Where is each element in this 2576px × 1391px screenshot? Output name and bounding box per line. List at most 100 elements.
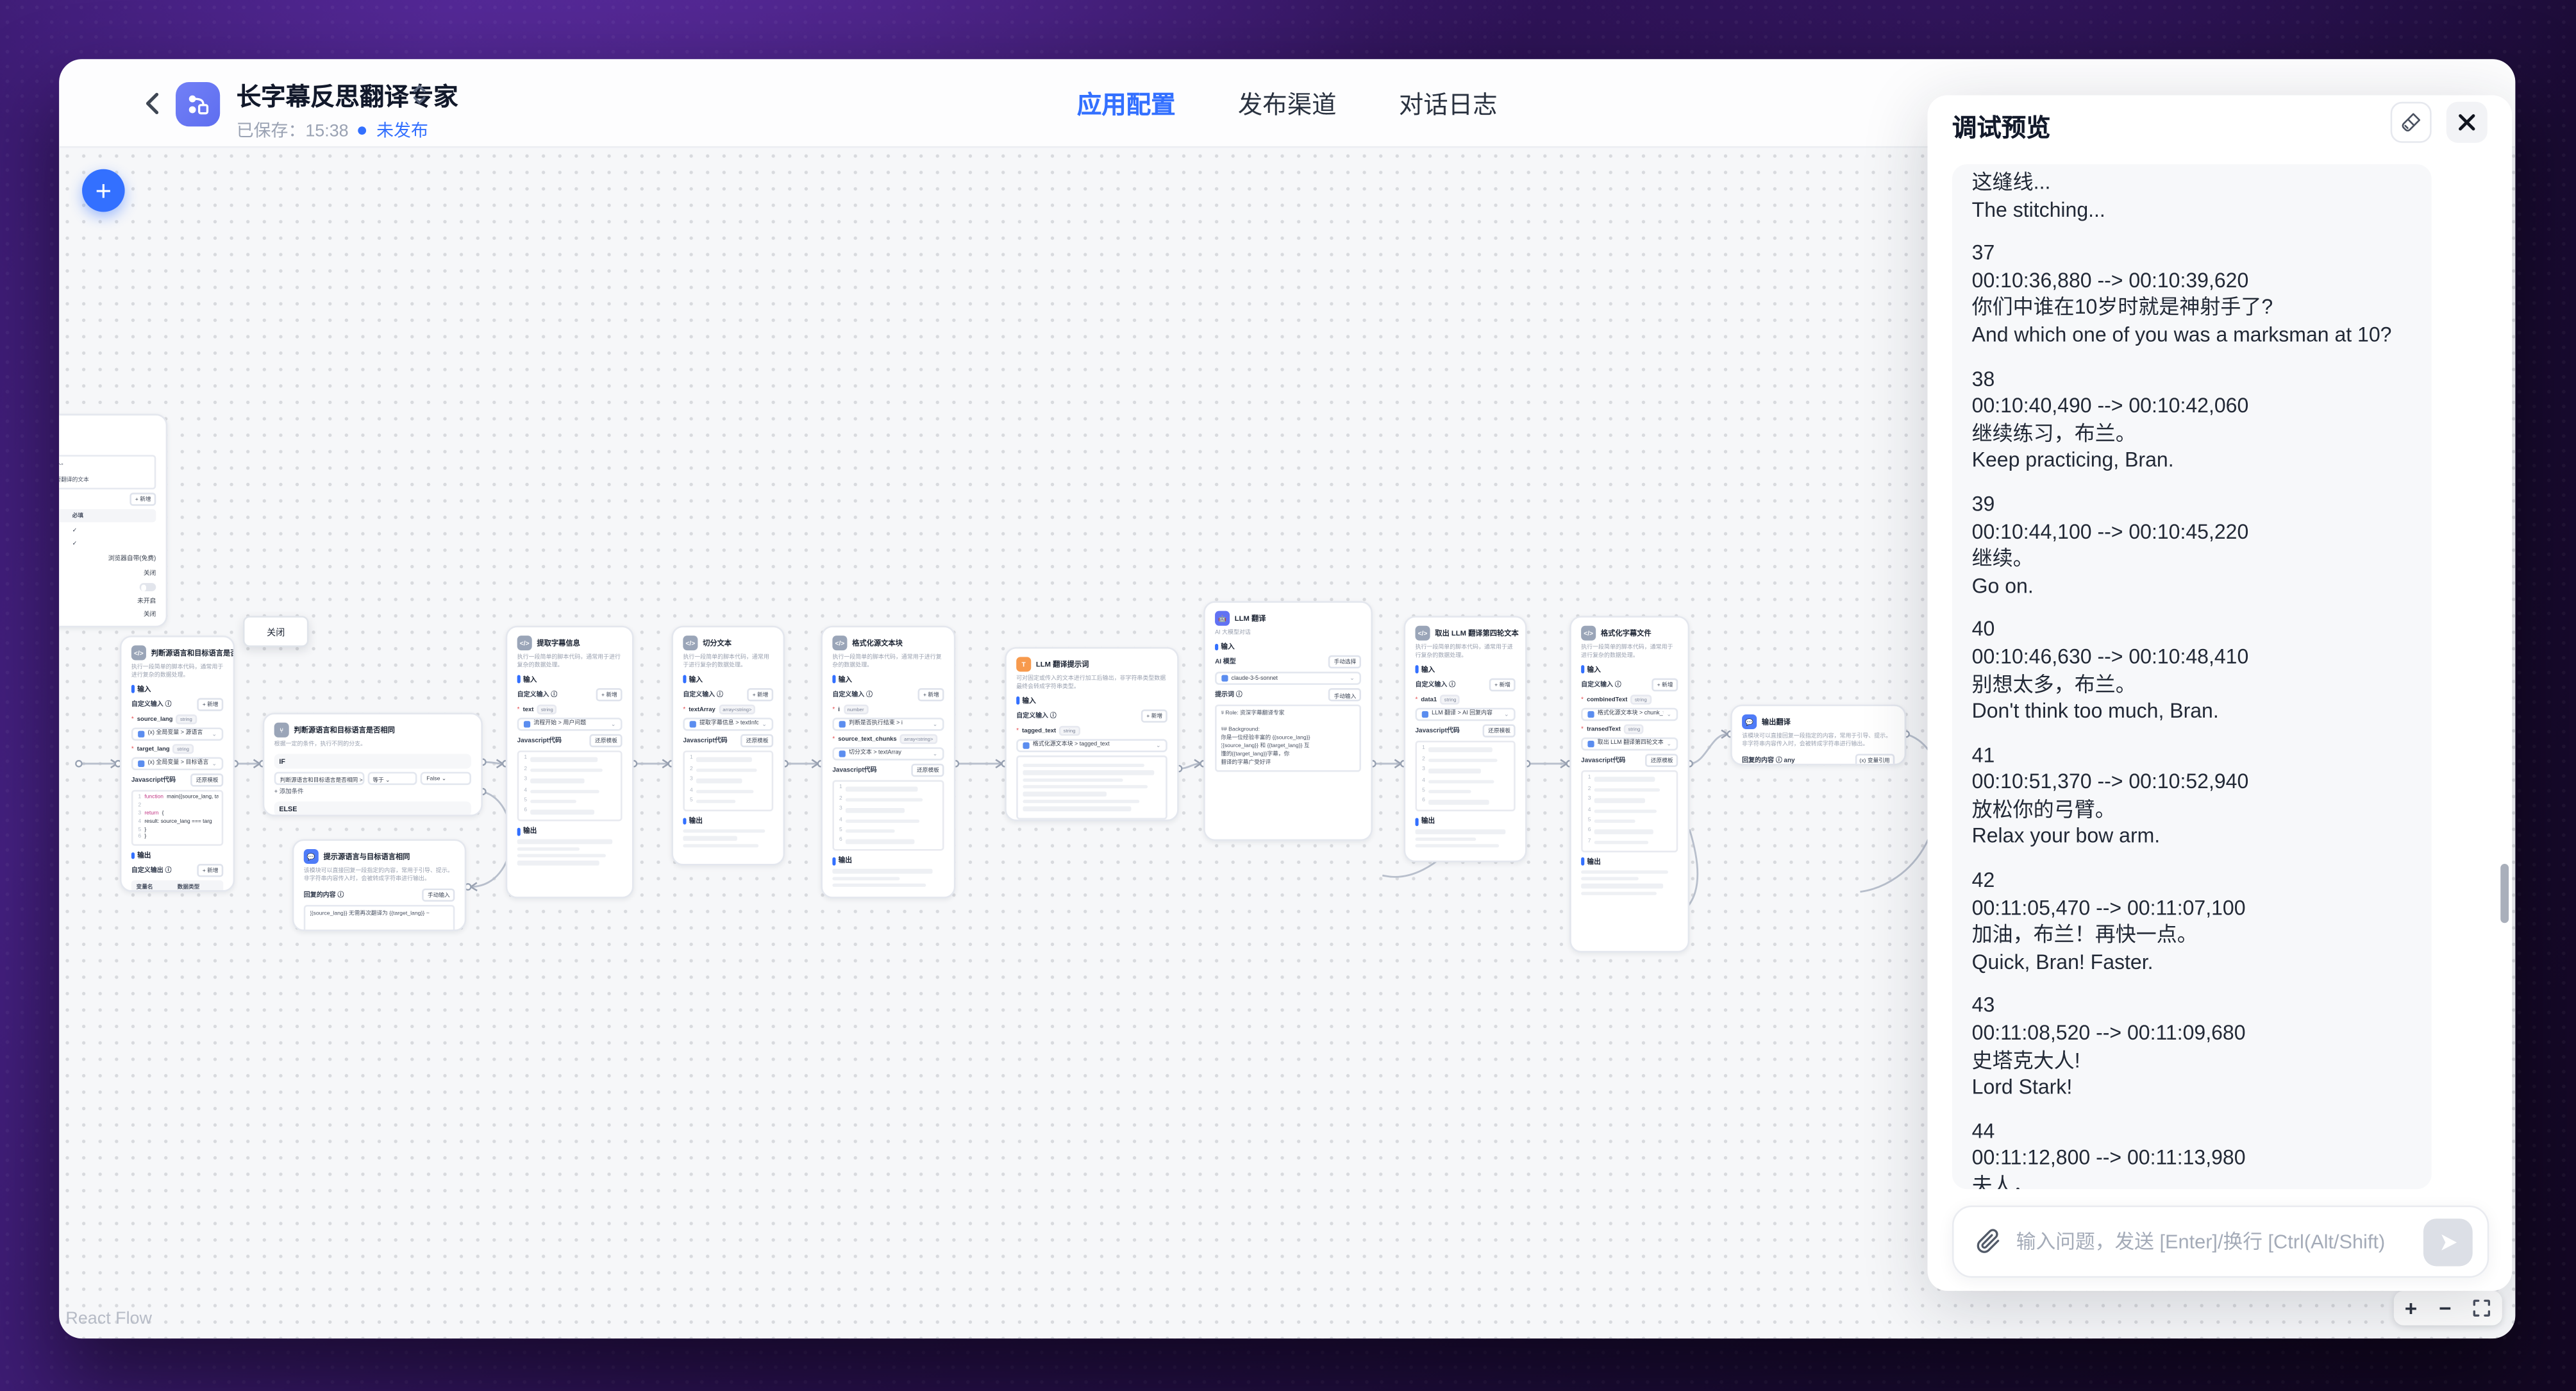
- send-icon: [2440, 1234, 2456, 1251]
- node-chip[interactable]: 手动选择: [1328, 655, 1361, 669]
- flow-node-code-extract[interactable]: </> 提取字幕信息 执行一段简单的脚本代码，通常用于进行复杂的数据处理。 输入 自定义…: [505, 625, 634, 898]
- subtitle-entry: 40 00:10:46,630 --> 00:10:48,410 别想太多，布兰。 D…: [1971, 618, 2249, 723]
- node-title: 提示源语言与目标语言相同: [323, 851, 410, 860]
- node-chip[interactable]: + 新增: [130, 492, 156, 506]
- code-pick-round4-node-icon: </>: [1415, 625, 1430, 641]
- node-chip[interactable]: + 新增: [596, 687, 623, 701]
- save-status: 已保存：15:38 未发布: [237, 118, 428, 142]
- toggle-switch[interactable]: [139, 584, 156, 593]
- flow-node-code-format-srt[interactable]: </> 格式化字幕文件 执行一段简单的脚本代码，通常用于进行复杂的数据处理。 输入 自定…: [1569, 616, 1690, 953]
- fit-view-icon: [2473, 1299, 2491, 1317]
- node-title: 判断源语言和目标语言是否相同: [151, 648, 233, 657]
- chat-input-box: [1952, 1205, 2489, 1278]
- code-split-node-icon: </>: [683, 636, 698, 651]
- variable-reference[interactable]: LLM 翻译 > AI 回复内容 ⌄: [1415, 707, 1516, 721]
- variable-reference[interactable]: 取出 LLM 翻译第四轮文本 ⌄: [1581, 737, 1678, 750]
- flow-node-reply-same[interactable]: 💬 提示源语言与目标语言相同 该模块可以直接回复一段指定的内容，常用于引导、提示。非…: [292, 839, 467, 932]
- node-description: 根据一定的条件，执行不同的分支。: [274, 740, 367, 748]
- node-tooltip: 关闭: [243, 616, 309, 647]
- subtitle-entry: 43 00:11:08,520 --> 00:11:09,680 史塔克大人! Lor…: [1971, 994, 2246, 1099]
- node-chip[interactable]: 还原模板: [1483, 723, 1516, 738]
- assistant-message: 这缝线... The stitching... 37 00:10:36,880 -->…: [1952, 164, 2432, 1190]
- zoom-out-button[interactable]: −: [2439, 1295, 2452, 1320]
- app-icon: [176, 82, 221, 127]
- subtitle-entry: 这缝线... The stitching...: [1971, 171, 2105, 221]
- tab-1[interactable]: 发布渠道: [1237, 91, 1337, 119]
- node-description: 执行一段简单的脚本代码，通常用于进行复杂的数据处理。: [1581, 643, 1673, 659]
- title-sort-icon[interactable]: [412, 84, 427, 105]
- code-format-srt-node-icon: </>: [1581, 625, 1596, 641]
- add-node-button[interactable]: +: [82, 169, 125, 212]
- app-window: 长字幕反思翻译专家 已保存：15:38 未发布 应用配置 发布渠道 对话日志: [59, 59, 2516, 1339]
- node-chip[interactable]: 还原模板: [590, 734, 623, 748]
- node-description: 执行一段简单的脚本代码，通常用于进行复杂的数据处理。: [517, 653, 621, 668]
- flow-node-llm-translate[interactable]: 🤖 LLM 翻译 AI 大模型对话 输入 AI 模型 手动选择 claude-3-5-son…: [1203, 601, 1373, 841]
- flow-node-start[interactable]: S设置系统参数使用长字幕反思翻译机器人。 设置后，可以直接输入需要翻译的文本+ …: [59, 414, 168, 628]
- close-panel-button[interactable]: [2446, 101, 2488, 143]
- variable-reference[interactable]: (x) 全局变量 > 源语言 ⌄: [131, 727, 224, 741]
- node-description: 该模块可以直接回复一段指定的内容，常用于引导、提示。非字符串内容传入时，会被转成…: [1742, 732, 1892, 747]
- debug-preview-panel: 调试预览 这缝线... The stitching... 37 00:10:36,88…: [1927, 95, 2513, 1291]
- canvas-zoom-controls: + −: [2393, 1290, 2502, 1326]
- variable-reference[interactable]: 判断是否执行结束 > i ⌄: [832, 717, 944, 731]
- code-judge-node-icon: </>: [131, 645, 146, 661]
- node-chip[interactable]: + 新增: [918, 687, 944, 701]
- node-chip[interactable]: 还原模板: [1646, 753, 1678, 767]
- chat-input[interactable]: [2012, 1207, 2391, 1276]
- node-textarea[interactable]: {{source_lang}} 无需再次翻译为 {{target_lang}} …: [303, 904, 455, 930]
- send-button[interactable]: [2423, 1218, 2473, 1267]
- saved-time-label: 已保存：15:38: [236, 121, 349, 142]
- attachment-icon[interactable]: [1975, 1229, 2003, 1257]
- subtitle-entry: 39 00:10:44,100 --> 00:10:45,220 继续。 Go on.: [1971, 493, 2249, 598]
- node-title: 格式化源文本块: [852, 637, 903, 646]
- variable-reference[interactable]: 流程开始 > 用户问题 ⌄: [517, 717, 623, 731]
- tab-2[interactable]: 对话日志: [1398, 91, 1498, 119]
- node-chip[interactable]: + 新增: [1141, 709, 1167, 723]
- zoom-in-button[interactable]: +: [2404, 1295, 2418, 1320]
- node-chip[interactable]: 还原模板: [191, 773, 224, 787]
- subtitle-entry: 44 00:11:12,800 --> 00:11:13,980 夫人，: [1971, 1120, 2246, 1190]
- panel-title: 调试预览: [1952, 115, 2051, 143]
- flow-node-code-split[interactable]: </> 切分文本 执行一段简单的脚本代码，通常用于进行复杂的数据处理。 输入 自定义输入…: [671, 625, 785, 866]
- node-chip[interactable]: 手动输入: [422, 888, 455, 902]
- node-title: LLM 翻译: [1234, 613, 1266, 622]
- node-chip[interactable]: 手动输入: [1328, 687, 1361, 702]
- node-chip[interactable]: + 新增: [1489, 677, 1516, 691]
- subtitle-entry: 41 00:10:51,370 --> 00:10:52,940 放松你的弓臂。 Re…: [1971, 743, 2249, 848]
- reactflow-attribution: React Flow: [65, 1309, 152, 1329]
- flow-node-code-pick-round4[interactable]: </> 取出 LLM 翻译第四轮文本 执行一段简单的脚本代码，通常用于进行复杂的数据…: [1403, 616, 1527, 863]
- code-format-src-node-icon: </>: [832, 636, 848, 651]
- flow-node-cond-judge[interactable]: ⑂ 判断源语言和目标语言是否相同 根据一定的条件，执行不同的分支。 IF 判断源语言和目…: [262, 712, 483, 816]
- node-textarea[interactable]: 使用长字幕反思翻译机器人。 设置后，可以直接输入需要翻译的文本: [59, 454, 156, 489]
- text-prompt-node-icon: T: [1016, 657, 1032, 672]
- close-icon: [2459, 114, 2475, 131]
- node-textarea[interactable]: # Role: 资深字幕翻译专家 ## Background: 你是一位经验丰富的…: [1215, 705, 1361, 773]
- node-chip[interactable]: + 新增: [1652, 677, 1678, 691]
- node-chip[interactable]: + 新增: [197, 697, 224, 711]
- node-chip[interactable]: 还原模板: [741, 734, 774, 748]
- publish-status-label[interactable]: 未发布: [376, 121, 428, 142]
- node-chip[interactable]: + 新增: [197, 863, 224, 877]
- variable-reference[interactable]: 格式化源文本块 > tagged_text ⌄: [1016, 738, 1167, 752]
- back-button[interactable]: [138, 89, 167, 118]
- fit-view-button[interactable]: [2473, 1299, 2491, 1317]
- llm-translate-node-icon: 🤖: [1215, 611, 1230, 626]
- variable-reference[interactable]: (x) 全局变量 > 目标语言 ⌄: [131, 757, 224, 770]
- flow-node-code-judge[interactable]: </> 判断源语言和目标语言是否相同执行一段简单的脚本代码，通常用于进行复杂的数据…: [119, 636, 235, 892]
- variable-reference[interactable]: 格式化源文本块 > chunk_to_translate⌄: [1581, 707, 1678, 721]
- tab-0[interactable]: 应用配置: [1076, 91, 1176, 119]
- node-title: 输出翻译: [1761, 716, 1791, 725]
- node-chip[interactable]: + 新增: [747, 687, 774, 701]
- clear-history-button[interactable]: [2390, 101, 2432, 143]
- variable-reference[interactable]: 切分文本 > textArray ⌄: [832, 746, 944, 761]
- node-chip[interactable]: (x) 变量引用: [1854, 753, 1895, 764]
- variable-reference[interactable]: 提取字幕信息 > textInfo ⌄: [683, 717, 774, 731]
- variable-reference[interactable]: claude-3-5-sonnet ⌄: [1215, 671, 1361, 685]
- workflow-icon: [188, 95, 209, 115]
- node-chip[interactable]: 还原模板: [912, 763, 944, 777]
- code-extract-node-icon: </>: [517, 636, 532, 651]
- panel-scrollbar[interactable]: [2500, 864, 2508, 923]
- flow-node-reply-output[interactable]: 💬 输出翻译 该模块可以直接回复一段指定的内容，常用于引导、提示。非字符串内容传入时…: [1730, 704, 1907, 766]
- flow-node-code-format-src[interactable]: </> 格式化源文本块 执行一段简单的脚本代码，通常用于进行复杂的数据处理。 输入 自定…: [821, 625, 956, 898]
- flow-node-text-prompt[interactable]: T LLM 翻译提示词 可对固定或传入的文本进行加工后输出，非字符串类型数据最终会转…: [1005, 646, 1179, 822]
